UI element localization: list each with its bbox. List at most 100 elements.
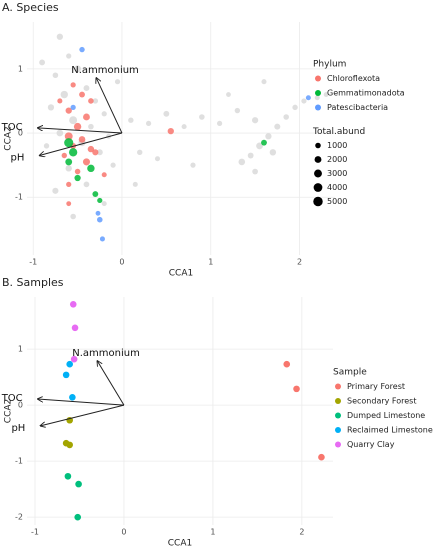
point xyxy=(88,123,94,130)
point xyxy=(323,92,329,97)
legend-swatch xyxy=(335,412,341,419)
x-tick-label: -1 xyxy=(31,528,39,537)
point xyxy=(252,168,258,175)
point xyxy=(87,145,95,153)
y-axis-label: CCA2 xyxy=(4,126,14,150)
legend-swatch xyxy=(315,75,321,82)
point xyxy=(83,85,90,92)
point xyxy=(256,142,263,150)
point xyxy=(269,149,277,156)
legend-swatch xyxy=(315,104,321,111)
point xyxy=(66,201,72,207)
point xyxy=(110,162,116,168)
point xyxy=(68,148,78,157)
point xyxy=(132,181,138,187)
x-tick-label: 1 xyxy=(208,258,213,267)
point xyxy=(92,191,99,197)
y-tick-label: 1 xyxy=(18,64,23,73)
point xyxy=(66,441,73,449)
y-tick-label: 0 xyxy=(18,401,23,410)
legend-label: Chloroflexota xyxy=(327,74,380,83)
x-tick-label: 0 xyxy=(121,528,126,537)
size-swatch xyxy=(313,196,323,207)
y-tick-label: -1 xyxy=(15,457,23,466)
point xyxy=(283,360,291,368)
point xyxy=(69,300,77,308)
point xyxy=(101,172,107,178)
panel-title: A. Species xyxy=(2,1,59,14)
legend-label: Primary Forest xyxy=(347,382,405,391)
point xyxy=(114,79,121,85)
point xyxy=(88,98,94,104)
legend-swatch xyxy=(335,383,341,390)
point xyxy=(292,104,298,111)
size-legend-label: 3000 xyxy=(327,169,347,178)
x-tick-label: 2 xyxy=(297,258,302,267)
point xyxy=(43,143,50,149)
point xyxy=(70,355,78,363)
point xyxy=(92,98,99,104)
size-swatch xyxy=(314,169,322,178)
arrow-label: TOC xyxy=(1,122,23,133)
point xyxy=(70,104,76,110)
point xyxy=(66,53,72,59)
legend-swatch xyxy=(315,90,321,96)
legend-label: Secondary Forest xyxy=(347,397,416,406)
legend-title: Phylum xyxy=(313,60,346,70)
point xyxy=(56,33,63,40)
size-swatch xyxy=(314,156,322,163)
legend-label: Patescibacteria xyxy=(327,103,388,112)
point xyxy=(82,158,91,166)
point xyxy=(61,152,67,159)
point xyxy=(87,164,95,173)
point xyxy=(64,138,74,148)
point xyxy=(190,162,196,168)
legend-swatch xyxy=(335,398,341,404)
legend-label: Reclaimed Limestone xyxy=(347,426,433,435)
point xyxy=(66,360,73,368)
legend-label: Dumped Limestone xyxy=(347,411,425,420)
size-legend-title: Total.abund xyxy=(312,127,365,137)
size-legend-label: 2000 xyxy=(327,155,347,164)
point xyxy=(65,158,73,166)
point xyxy=(64,132,73,141)
point xyxy=(71,324,79,332)
biplot-arrow xyxy=(97,361,125,406)
biplot-arrow xyxy=(38,128,123,134)
size-legend-label: 1000 xyxy=(327,141,347,150)
point xyxy=(301,98,307,104)
legend-title: Sample xyxy=(333,368,367,378)
point xyxy=(305,95,311,101)
point xyxy=(163,110,170,117)
point xyxy=(66,181,72,188)
point xyxy=(128,117,134,123)
x-tick-label: 1 xyxy=(210,528,215,537)
point xyxy=(261,79,267,85)
point xyxy=(167,127,174,135)
point xyxy=(69,116,78,125)
point xyxy=(52,72,59,79)
point xyxy=(78,136,86,143)
point xyxy=(314,95,320,101)
point xyxy=(92,149,99,156)
point xyxy=(101,111,107,117)
point xyxy=(226,92,231,97)
point xyxy=(101,201,107,207)
point xyxy=(318,453,325,461)
point xyxy=(70,213,76,220)
point xyxy=(83,113,90,121)
point xyxy=(70,82,76,88)
point xyxy=(199,114,205,120)
y-axis-label: CCA2 xyxy=(4,399,14,423)
point xyxy=(79,46,85,53)
point xyxy=(96,149,103,156)
point xyxy=(216,120,223,127)
point xyxy=(181,124,187,130)
point xyxy=(52,187,59,194)
arrow-label: N.ammonium xyxy=(71,65,139,76)
point xyxy=(74,65,82,73)
point xyxy=(137,149,143,156)
point xyxy=(79,91,85,98)
legend-swatch xyxy=(335,441,341,448)
size-swatch xyxy=(315,142,321,149)
